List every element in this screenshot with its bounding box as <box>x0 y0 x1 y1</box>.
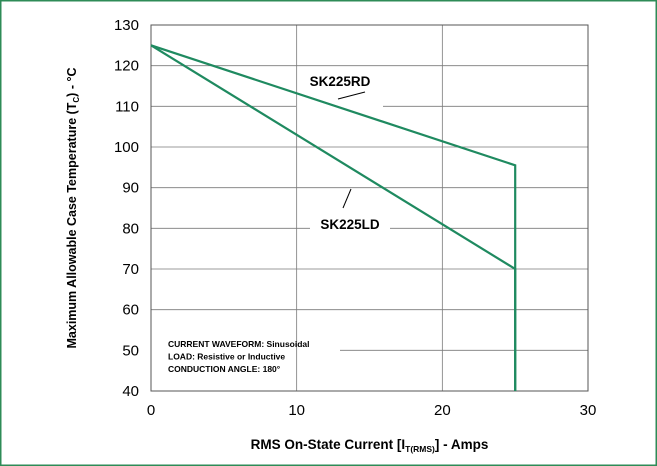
y-tick-label-7: 110 <box>115 98 139 115</box>
y-tick-label-0: 40 <box>122 383 139 400</box>
x-tick-label-0: 0 <box>147 402 155 419</box>
x-tick-label-2: 20 <box>434 402 451 419</box>
y-tick-label-5: 90 <box>122 180 139 197</box>
series-line-sk225ld <box>150 44 517 391</box>
annotation-line-1: LOAD: Resistive or Inductive <box>168 352 285 362</box>
y-tick-label-4: 80 <box>122 220 139 237</box>
y-tick-label-8: 120 <box>114 58 139 75</box>
x-tick-label-1: 10 <box>288 402 305 419</box>
annotation-line-0: CURRENT WAVEFORM: Sinusoidal <box>168 339 310 349</box>
y-tick-label-6: 100 <box>114 139 139 156</box>
x-axis-label: RMS On-State Current [IT(RMS)] - Amps <box>251 437 489 454</box>
plot-area <box>150 24 589 392</box>
annotation-line-2: CONDUCTION ANGLE: 180° <box>168 364 281 374</box>
y-tick-label-3: 70 <box>122 261 139 278</box>
x-tick-label-3: 30 <box>580 402 597 419</box>
y-tick-label-2: 60 <box>122 302 139 319</box>
series-leader-sk225rd <box>337 91 366 100</box>
series-label-sk225ld: SK225LD <box>320 217 380 232</box>
series-leader-sk225ld <box>342 188 352 209</box>
y-tick-label-9: 130 <box>114 17 139 34</box>
y-axis-label: Maximum Allowable Case Temperature (TC) … <box>65 68 81 349</box>
y-tick-label-1: 50 <box>122 342 139 359</box>
series-label-sk225rd: SK225RD <box>310 74 371 89</box>
